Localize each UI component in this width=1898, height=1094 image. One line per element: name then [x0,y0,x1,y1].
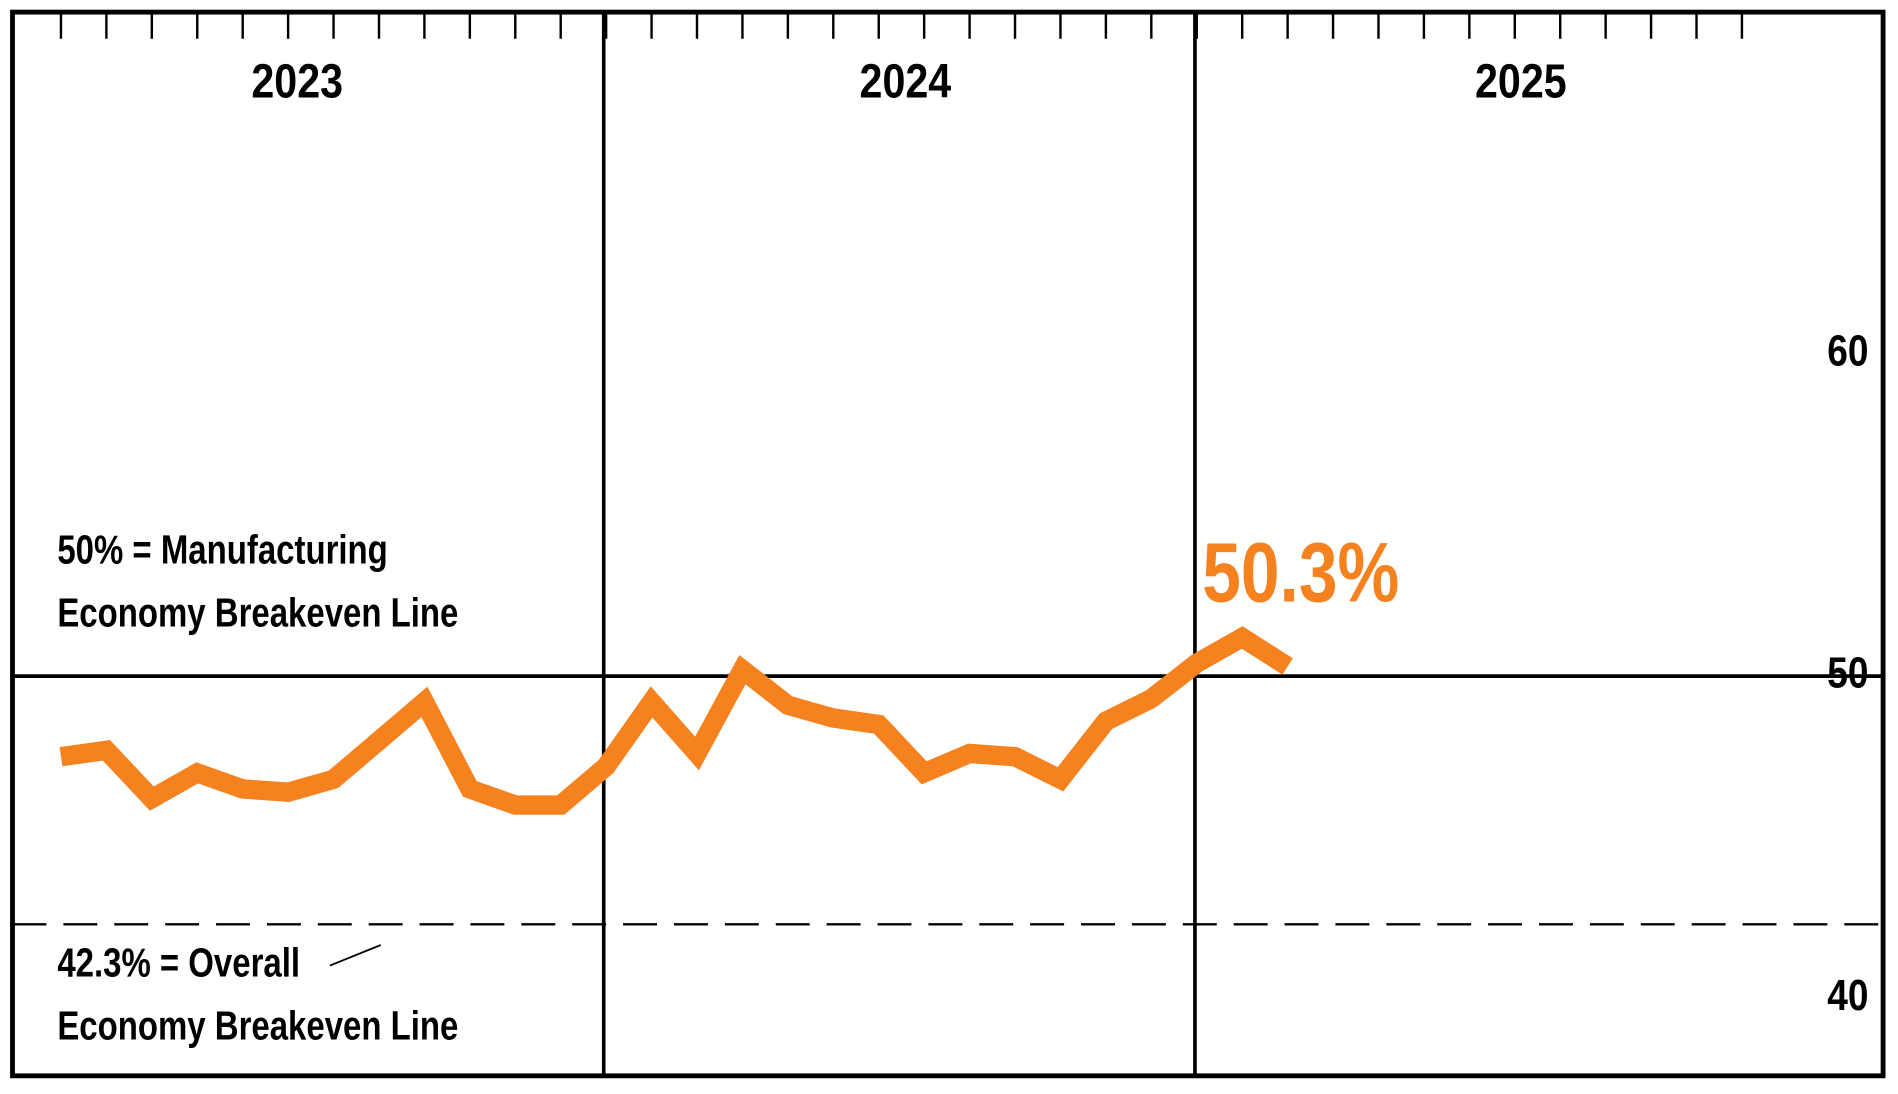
y-tick-label: 40 [1827,970,1868,1020]
data-line [59,626,1293,815]
leader-line [329,944,382,967]
year-label: 2024 [860,53,952,108]
year-label: 2025 [1475,53,1567,108]
value-label: 50.3% [1202,526,1399,620]
reference-label: 50% = Manufacturing [57,526,387,572]
y-tick-label: 50 [1827,648,1868,698]
reference-label: Economy Breakeven Line [57,1002,458,1048]
year-label: 2023 [251,53,343,108]
chart-frame [10,9,1886,1079]
reference-label: 42.3% = Overall [57,939,300,985]
reference-label: Economy Breakeven Line [57,589,458,635]
y-tick-label: 60 [1827,325,1868,375]
